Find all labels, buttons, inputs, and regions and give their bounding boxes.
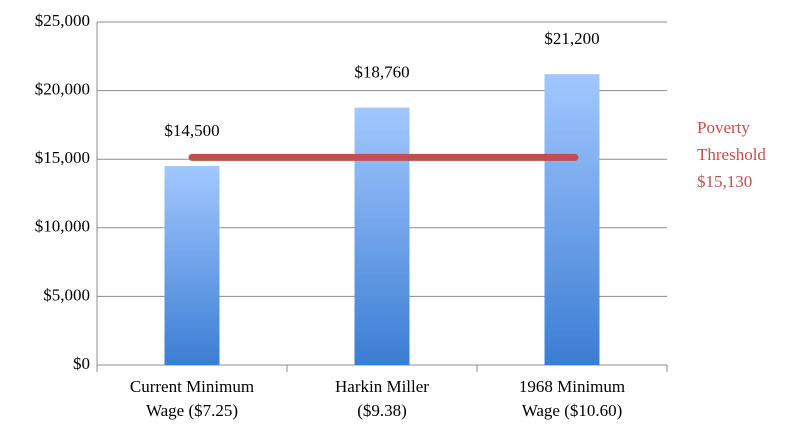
y-tick-label: $15,000 [35,148,90,167]
x-tick-label: Current Minimum Wage ($7.25) [130,377,254,420]
y-tick-label: $5,000 [43,285,90,304]
value-label: $14,500 [164,121,219,140]
threshold-name: Poverty Threshold [697,118,766,164]
x-tick-label: Harkin Miller ($9.38) [335,377,429,420]
bar [354,107,410,366]
x-tick-label: 1968 Minimum Wage ($10.60) [519,377,625,420]
y-tick-label: $0 [73,354,90,373]
bar [164,166,220,365]
y-tick-label: $25,000 [35,11,90,30]
y-tick-label: $10,000 [35,217,90,236]
bar [544,74,600,366]
threshold-label: $15,130 [697,172,752,191]
value-label: $18,760 [354,63,409,82]
value-label: $21,200 [544,29,599,48]
y-tick-label: $20,000 [35,80,90,99]
